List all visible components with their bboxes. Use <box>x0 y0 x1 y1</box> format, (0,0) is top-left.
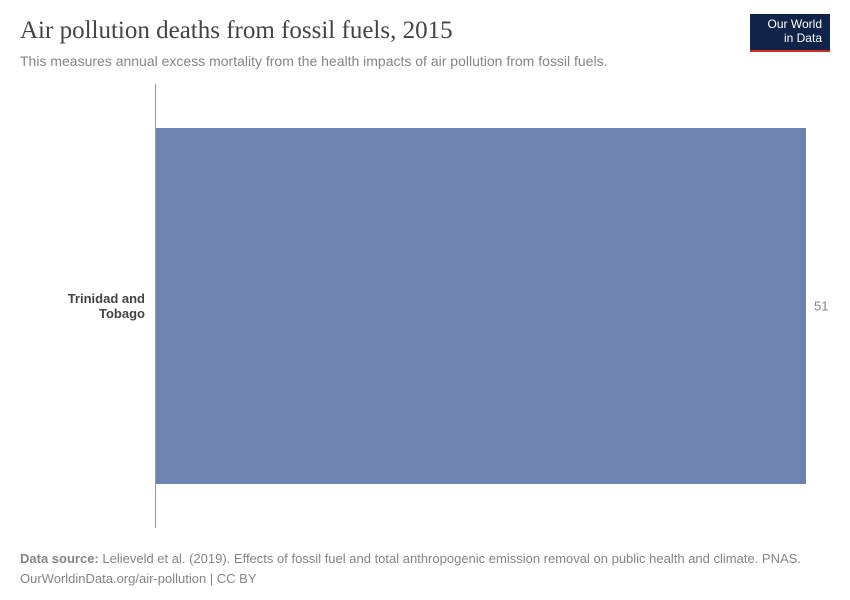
chart-title: Air pollution deaths from fossil fuels, … <box>20 16 830 46</box>
category-label: Trinidad and Tobago <box>20 291 145 321</box>
bar <box>156 128 806 483</box>
chart-plot-area: Trinidad and Tobago 51 <box>20 84 830 528</box>
chart-subtitle: This measures annual excess mortality fr… <box>20 52 830 72</box>
logo-line2: in Data <box>784 32 822 46</box>
owid-logo: Our World in Data <box>750 14 830 52</box>
logo-line1: Our World <box>768 18 822 32</box>
attribution-text: OurWorldinData.org/air-pollution | CC BY <box>20 571 257 586</box>
chart-footer: Data source: Lelieveld et al. (2019). Ef… <box>20 549 830 588</box>
source-label: Data source: <box>20 551 99 566</box>
source-text: Lelieveld et al. (2019). Effects of foss… <box>102 551 801 566</box>
value-label: 51 <box>814 299 828 314</box>
chart-header: Air pollution deaths from fossil fuels, … <box>0 0 850 80</box>
